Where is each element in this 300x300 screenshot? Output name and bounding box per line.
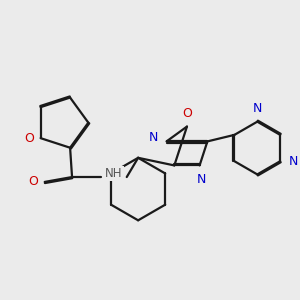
Text: N: N: [149, 131, 158, 144]
Text: O: O: [182, 107, 192, 120]
Text: O: O: [24, 132, 34, 145]
Text: N: N: [197, 172, 206, 186]
Text: N: N: [253, 101, 262, 115]
Text: N: N: [289, 155, 298, 168]
Text: O: O: [28, 176, 38, 188]
Text: NH: NH: [105, 167, 123, 180]
